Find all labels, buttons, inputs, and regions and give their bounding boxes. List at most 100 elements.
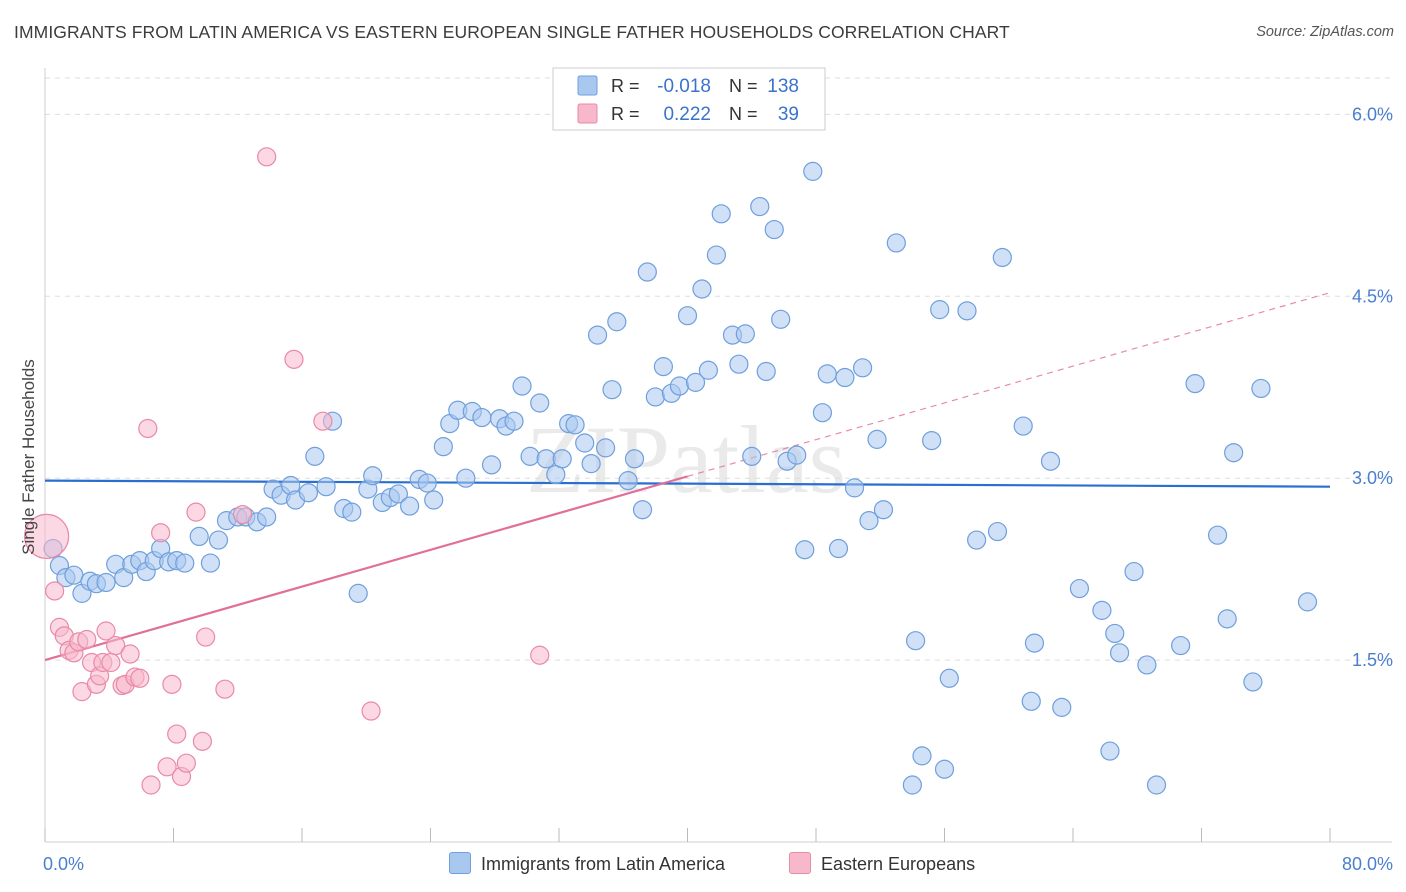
point-latin-america xyxy=(692,279,712,299)
point-latin-america xyxy=(967,530,987,550)
point-latin-america xyxy=(828,538,849,559)
point-eastern-european xyxy=(284,349,304,369)
stats-legend: R = -0.018 N = 138 R = 0.222 N = 39 xyxy=(552,67,826,131)
point-latin-america xyxy=(677,306,698,326)
point-latin-america xyxy=(512,376,532,396)
data-points xyxy=(24,147,1318,795)
y-axis-label: Single Father Households xyxy=(19,359,38,555)
legend-n-value-2: 39 xyxy=(778,104,799,125)
point-latin-america xyxy=(1024,633,1045,653)
point-latin-america xyxy=(1207,525,1228,545)
point-latin-america xyxy=(1217,609,1237,629)
point-eastern-european xyxy=(313,411,333,431)
legend-r-value-2: 0.222 xyxy=(663,104,711,125)
point-latin-america xyxy=(1137,655,1157,675)
point-latin-america xyxy=(1100,741,1120,761)
point-eastern-european xyxy=(176,753,196,773)
point-latin-america xyxy=(342,502,362,522)
point-latin-america xyxy=(1105,623,1125,644)
point-latin-america xyxy=(581,454,601,474)
point-latin-america xyxy=(803,161,823,181)
point-latin-america xyxy=(481,455,502,475)
point-eastern-european xyxy=(196,627,216,647)
point-eastern-european xyxy=(361,701,381,721)
point-latin-america xyxy=(64,565,84,585)
point-latin-america xyxy=(587,325,608,345)
point-latin-america xyxy=(400,496,420,516)
point-latin-america xyxy=(1243,672,1263,692)
point-latin-america xyxy=(852,358,873,378)
point-eastern-european xyxy=(151,523,171,543)
point-latin-america xyxy=(1021,691,1041,711)
point-latin-america xyxy=(388,484,408,504)
point-eastern-european xyxy=(232,504,253,525)
point-eastern-european xyxy=(257,147,277,167)
point-latin-america xyxy=(298,483,319,503)
point-latin-america xyxy=(602,380,622,400)
point-latin-america xyxy=(189,526,209,547)
point-eastern-european xyxy=(45,581,65,601)
point-latin-america xyxy=(456,468,476,488)
point-latin-america xyxy=(348,583,368,603)
point-eastern-european xyxy=(138,418,158,439)
tick-labels: 1.5% 3.0% 4.5% 6.0% 0.0% 80.0% xyxy=(43,104,1393,874)
point-eastern-european xyxy=(192,731,213,751)
point-latin-america xyxy=(363,466,383,486)
bottom-legend: Immigrants from Latin America Eastern Eu… xyxy=(0,850,1406,880)
point-latin-america xyxy=(992,247,1012,268)
point-latin-america xyxy=(316,477,336,497)
point-latin-america xyxy=(96,572,116,593)
point-latin-america xyxy=(536,449,556,469)
legend-label-eastern-europeans: Eastern Europeans xyxy=(821,854,976,874)
point-latin-america xyxy=(1040,451,1061,471)
point-latin-america xyxy=(1052,697,1072,717)
legend-label-latin-america: Immigrants from Latin America xyxy=(481,854,726,874)
point-latin-america xyxy=(1124,561,1144,582)
point-eastern-european xyxy=(120,644,140,664)
point-latin-america xyxy=(632,500,653,520)
point-latin-america xyxy=(771,309,791,329)
legend-n-label-1: N = xyxy=(729,76,758,96)
point-latin-america xyxy=(859,511,879,531)
point-latin-america xyxy=(930,300,950,320)
point-latin-america xyxy=(208,530,229,550)
point-latin-america xyxy=(424,490,444,510)
point-latin-america xyxy=(939,668,959,688)
point-eastern-european xyxy=(186,502,206,522)
point-latin-america xyxy=(530,393,550,413)
point-latin-america xyxy=(756,361,776,382)
trend-lines xyxy=(44,292,1331,662)
point-latin-america xyxy=(607,312,627,332)
point-latin-america xyxy=(817,364,837,384)
point-latin-america xyxy=(637,262,657,282)
legend-r-value-1: -0.018 xyxy=(657,76,711,97)
point-latin-america xyxy=(575,433,595,453)
x-tick-label-end: 80.0% xyxy=(1342,854,1393,874)
point-latin-america xyxy=(520,446,540,466)
point-latin-america xyxy=(787,445,807,465)
legend-swatch-eastern-europeans xyxy=(789,852,811,874)
point-latin-america xyxy=(595,438,616,458)
point-latin-america xyxy=(835,367,855,388)
y-tick-label: 3.0% xyxy=(1352,468,1393,488)
point-latin-america xyxy=(417,473,437,493)
point-latin-america xyxy=(472,407,492,428)
point-latin-america xyxy=(645,387,665,407)
y-tick-label: 1.5% xyxy=(1352,650,1393,670)
point-latin-america xyxy=(912,746,932,766)
legend-r-label-1: R = xyxy=(611,76,640,96)
trend-line-eastern-europeans-dashed xyxy=(687,292,1331,477)
point-latin-america xyxy=(812,403,833,423)
trend-line-eastern-europeans xyxy=(44,475,688,662)
point-eastern-european xyxy=(167,724,187,744)
point-eastern-european xyxy=(141,775,161,795)
legend-r-label-2: R = xyxy=(611,104,640,124)
point-latin-america xyxy=(1171,635,1191,656)
trend-line-latin-america xyxy=(44,479,1331,488)
point-eastern-european xyxy=(530,645,550,665)
point-latin-america xyxy=(1224,443,1244,463)
point-latin-america xyxy=(1146,775,1167,795)
y-tick-label: 6.0% xyxy=(1352,104,1393,124)
point-latin-america xyxy=(1092,600,1112,620)
